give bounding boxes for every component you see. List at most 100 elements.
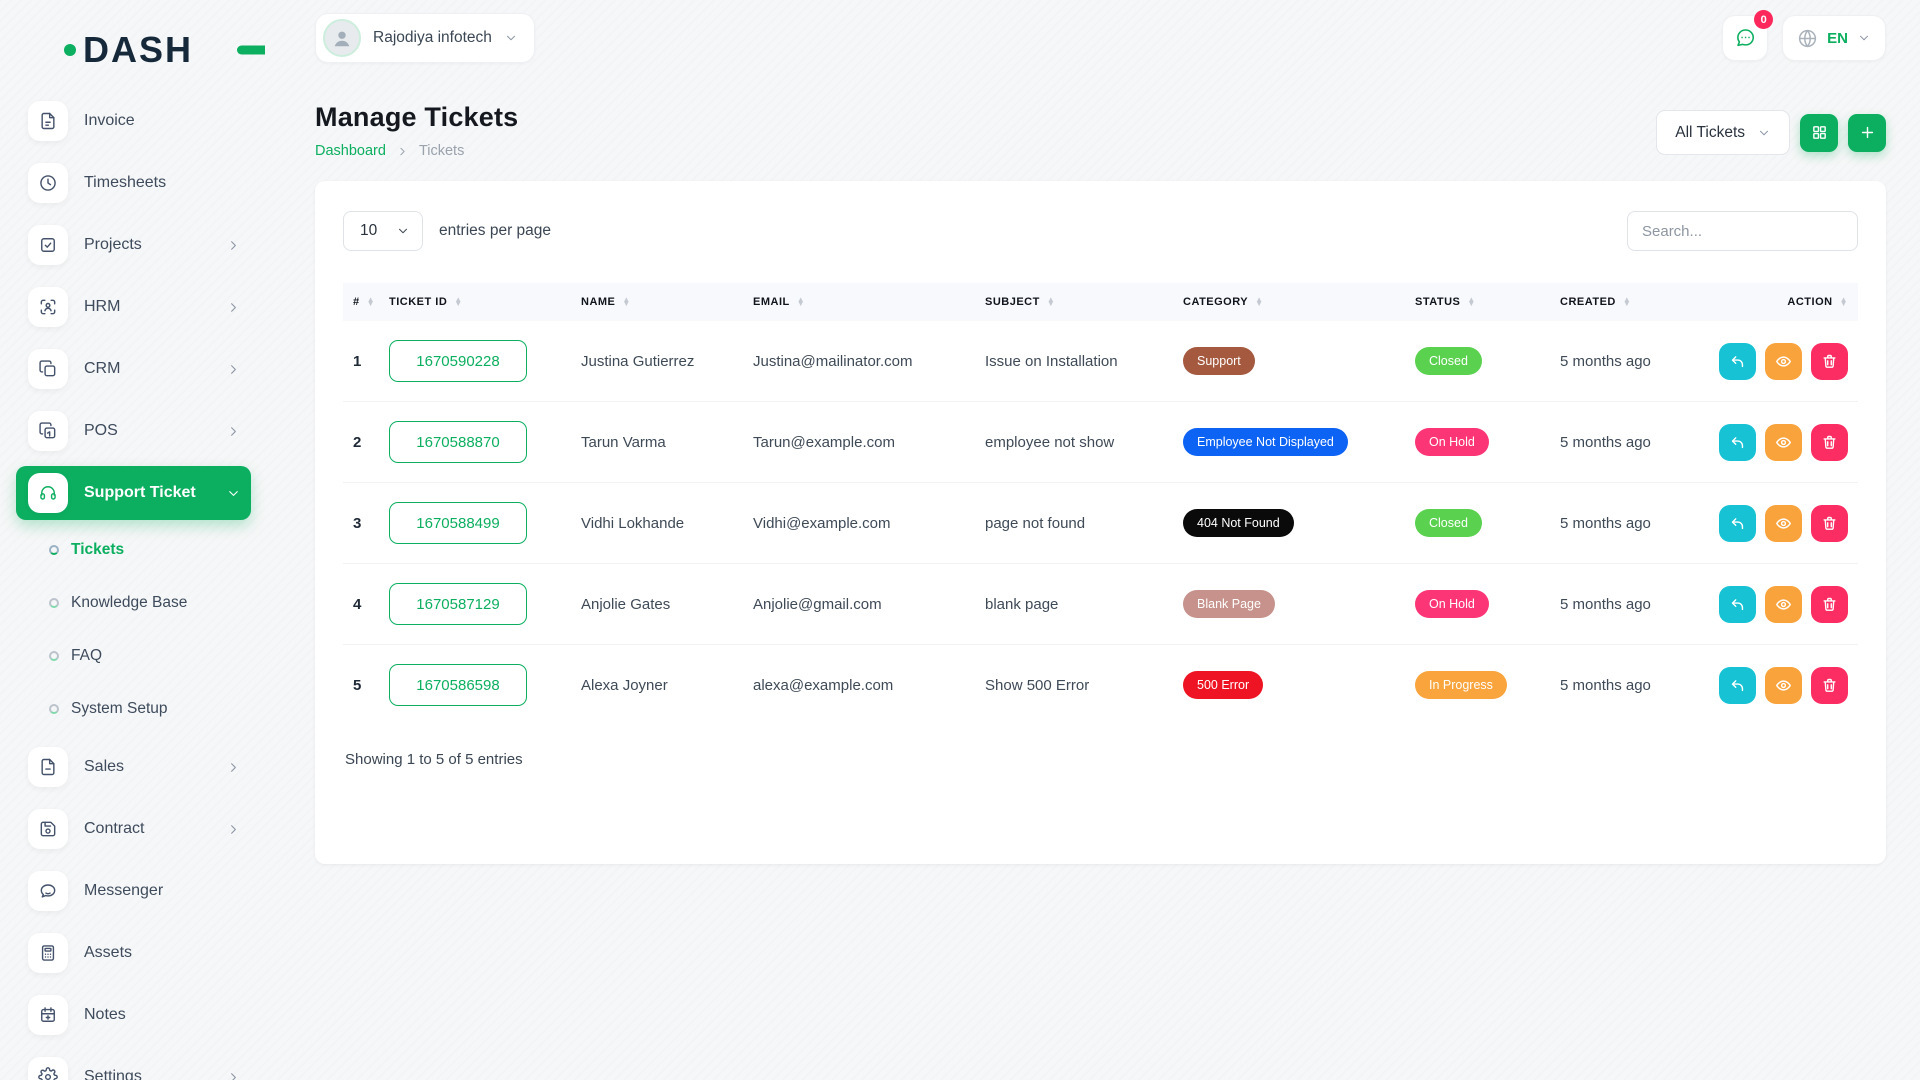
ticket-id-chip[interactable]: 1670586598 <box>389 664 527 706</box>
chevron-right-icon <box>226 1070 241 1080</box>
pos-icon <box>38 421 58 441</box>
invoice-icon <box>38 111 58 131</box>
sidebar-nav: Invoice Timesheets Projects HRM CRM POS … <box>0 90 265 1080</box>
chevron-right-icon <box>226 760 241 775</box>
sidebar-item-label: Contract <box>84 820 145 837</box>
logo-dot-icon <box>64 44 76 56</box>
sidebar-item-support-ticket[interactable]: Support Ticket <box>16 466 251 520</box>
reply-button[interactable] <box>1719 504 1756 542</box>
support-ticket-icon <box>38 483 58 503</box>
reply-button[interactable] <box>1719 585 1756 623</box>
bullet-icon <box>49 545 59 555</box>
sidebar-item-label: CRM <box>84 360 121 377</box>
globe-icon <box>1797 28 1818 49</box>
row-number: 1 <box>353 352 362 370</box>
grid-view-button[interactable] <box>1800 113 1838 152</box>
sidebar-item-settings[interactable]: Settings <box>16 1050 251 1080</box>
ticket-subject: employee not show <box>985 433 1115 451</box>
chevron-right-icon <box>226 238 241 253</box>
reply-button[interactable] <box>1719 423 1756 461</box>
column-label: SUBJECT <box>985 296 1040 308</box>
ticket-id-chip[interactable]: 1670587129 <box>389 583 527 625</box>
grid-icon <box>1811 124 1828 141</box>
view-button[interactable] <box>1765 342 1802 380</box>
hrm-icon <box>38 297 58 317</box>
reply-button[interactable] <box>1719 666 1756 704</box>
sidebar-item-pos[interactable]: POS <box>16 404 251 458</box>
column-header-category[interactable]: CATEGORY ▲ ▼ <box>1173 283 1405 321</box>
column-header--[interactable]: # ▲ ▼ <box>343 283 379 321</box>
ticket-created: 5 months ago <box>1560 676 1651 694</box>
company-selector[interactable]: Rajodiya infotech <box>315 13 535 63</box>
column-header-ticket-id[interactable]: TICKET ID ▲ ▼ <box>379 283 571 321</box>
page-header: Manage Tickets Dashboard Tickets All Tic… <box>315 102 1886 159</box>
sidebar-item-crm[interactable]: CRM <box>16 342 251 396</box>
column-header-status[interactable]: STATUS ▲ ▼ <box>1405 283 1550 321</box>
sidebar-item-invoice[interactable]: Invoice <box>16 94 251 148</box>
delete-button[interactable] <box>1811 504 1848 542</box>
view-button[interactable] <box>1765 423 1802 461</box>
delete-button[interactable] <box>1811 423 1848 461</box>
sidebar-item-label: Timesheets <box>84 174 167 191</box>
sidebar-item-notes[interactable]: Notes <box>16 988 251 1042</box>
column-header-name[interactable]: NAME ▲ ▼ <box>571 283 743 321</box>
sidebar-item-projects[interactable]: Projects <box>16 218 251 272</box>
ticket-email: alexa@example.com <box>753 676 894 694</box>
reply-icon <box>1729 515 1746 532</box>
entries-per-page-select[interactable]: 10 <box>343 211 423 251</box>
ticket-filter-dropdown[interactable]: All Tickets <box>1656 110 1790 155</box>
ticket-name: Tarun Varma <box>581 433 666 451</box>
category-badge: Support <box>1183 347 1255 375</box>
sidebar-item-hrm[interactable]: HRM <box>16 280 251 334</box>
column-label: ACTION <box>1787 296 1833 308</box>
chevron-right-icon <box>226 362 241 377</box>
ticket-id-chip[interactable]: 1670588870 <box>389 421 527 463</box>
sidebar-item-contract[interactable]: Contract <box>16 802 251 856</box>
row-number: 3 <box>353 514 362 532</box>
trash-icon <box>1821 596 1838 613</box>
sidebar-subitem-tickets[interactable]: Tickets <box>49 530 251 570</box>
category-badge: 500 Error <box>1183 671 1264 699</box>
app-logo[interactable]: DASH <box>64 28 265 72</box>
ticket-name: Anjolie Gates <box>581 595 671 613</box>
column-header-created[interactable]: CREATED ▲ ▼ <box>1550 283 1680 321</box>
sort-icon: ▲ ▼ <box>622 294 631 308</box>
reply-button[interactable] <box>1719 342 1756 380</box>
ticket-id-chip[interactable]: 1670588499 <box>389 502 527 544</box>
ticket-email: Anjolie@gmail.com <box>753 595 882 613</box>
sidebar-subitem-faq[interactable]: FAQ <box>49 636 251 676</box>
view-button[interactable] <box>1765 585 1802 623</box>
column-header-subject[interactable]: SUBJECT ▲ ▼ <box>975 283 1173 321</box>
column-header-email[interactable]: EMAIL ▲ ▼ <box>743 283 975 321</box>
delete-button[interactable] <box>1811 585 1848 623</box>
view-button[interactable] <box>1765 666 1802 704</box>
column-header-action[interactable]: ACTION ▲ ▼ <box>1680 283 1858 321</box>
tickets-table: # ▲ ▼ TICKET ID ▲ ▼ NAME ▲ ▼ EMAIL ▲ ▼ SUBJECT ▲ ▼ CATE… <box>343 283 1858 725</box>
messages-button[interactable]: 0 <box>1722 10 1774 61</box>
sidebar-item-sales[interactable]: Sales <box>16 740 251 794</box>
sort-icon: ▲ ▼ <box>796 294 806 308</box>
sidebar-item-assets[interactable]: Assets <box>16 926 251 980</box>
sidebar-item-timesheets[interactable]: Timesheets <box>16 156 251 210</box>
sidebar-item-label: Invoice <box>84 112 135 129</box>
search-input[interactable] <box>1627 211 1858 251</box>
messenger-icon <box>38 881 58 901</box>
sidebar-item-messenger[interactable]: Messenger <box>16 864 251 918</box>
sidebar-subitem-system-setup[interactable]: System Setup <box>49 689 251 729</box>
sidebar: DASH Invoice Timesheets Projects HRM CRM… <box>0 0 265 1080</box>
language-selector[interactable]: EN <box>1782 15 1886 61</box>
view-button[interactable] <box>1765 504 1802 542</box>
delete-button[interactable] <box>1811 666 1848 704</box>
trash-icon <box>1821 434 1838 451</box>
icon-box <box>28 349 68 389</box>
chevron-down-icon <box>226 486 241 501</box>
ticket-email: Vidhi@example.com <box>753 514 891 532</box>
trash-icon <box>1821 677 1838 694</box>
breadcrumb-dashboard-link[interactable]: Dashboard <box>315 143 386 159</box>
delete-button[interactable] <box>1811 342 1848 380</box>
eye-icon <box>1775 677 1792 694</box>
column-label: CATEGORY <box>1183 296 1249 308</box>
sidebar-subitem-knowledge-base[interactable]: Knowledge Base <box>49 583 251 623</box>
ticket-id-chip[interactable]: 1670590228 <box>389 340 527 382</box>
create-ticket-button[interactable] <box>1848 113 1886 152</box>
